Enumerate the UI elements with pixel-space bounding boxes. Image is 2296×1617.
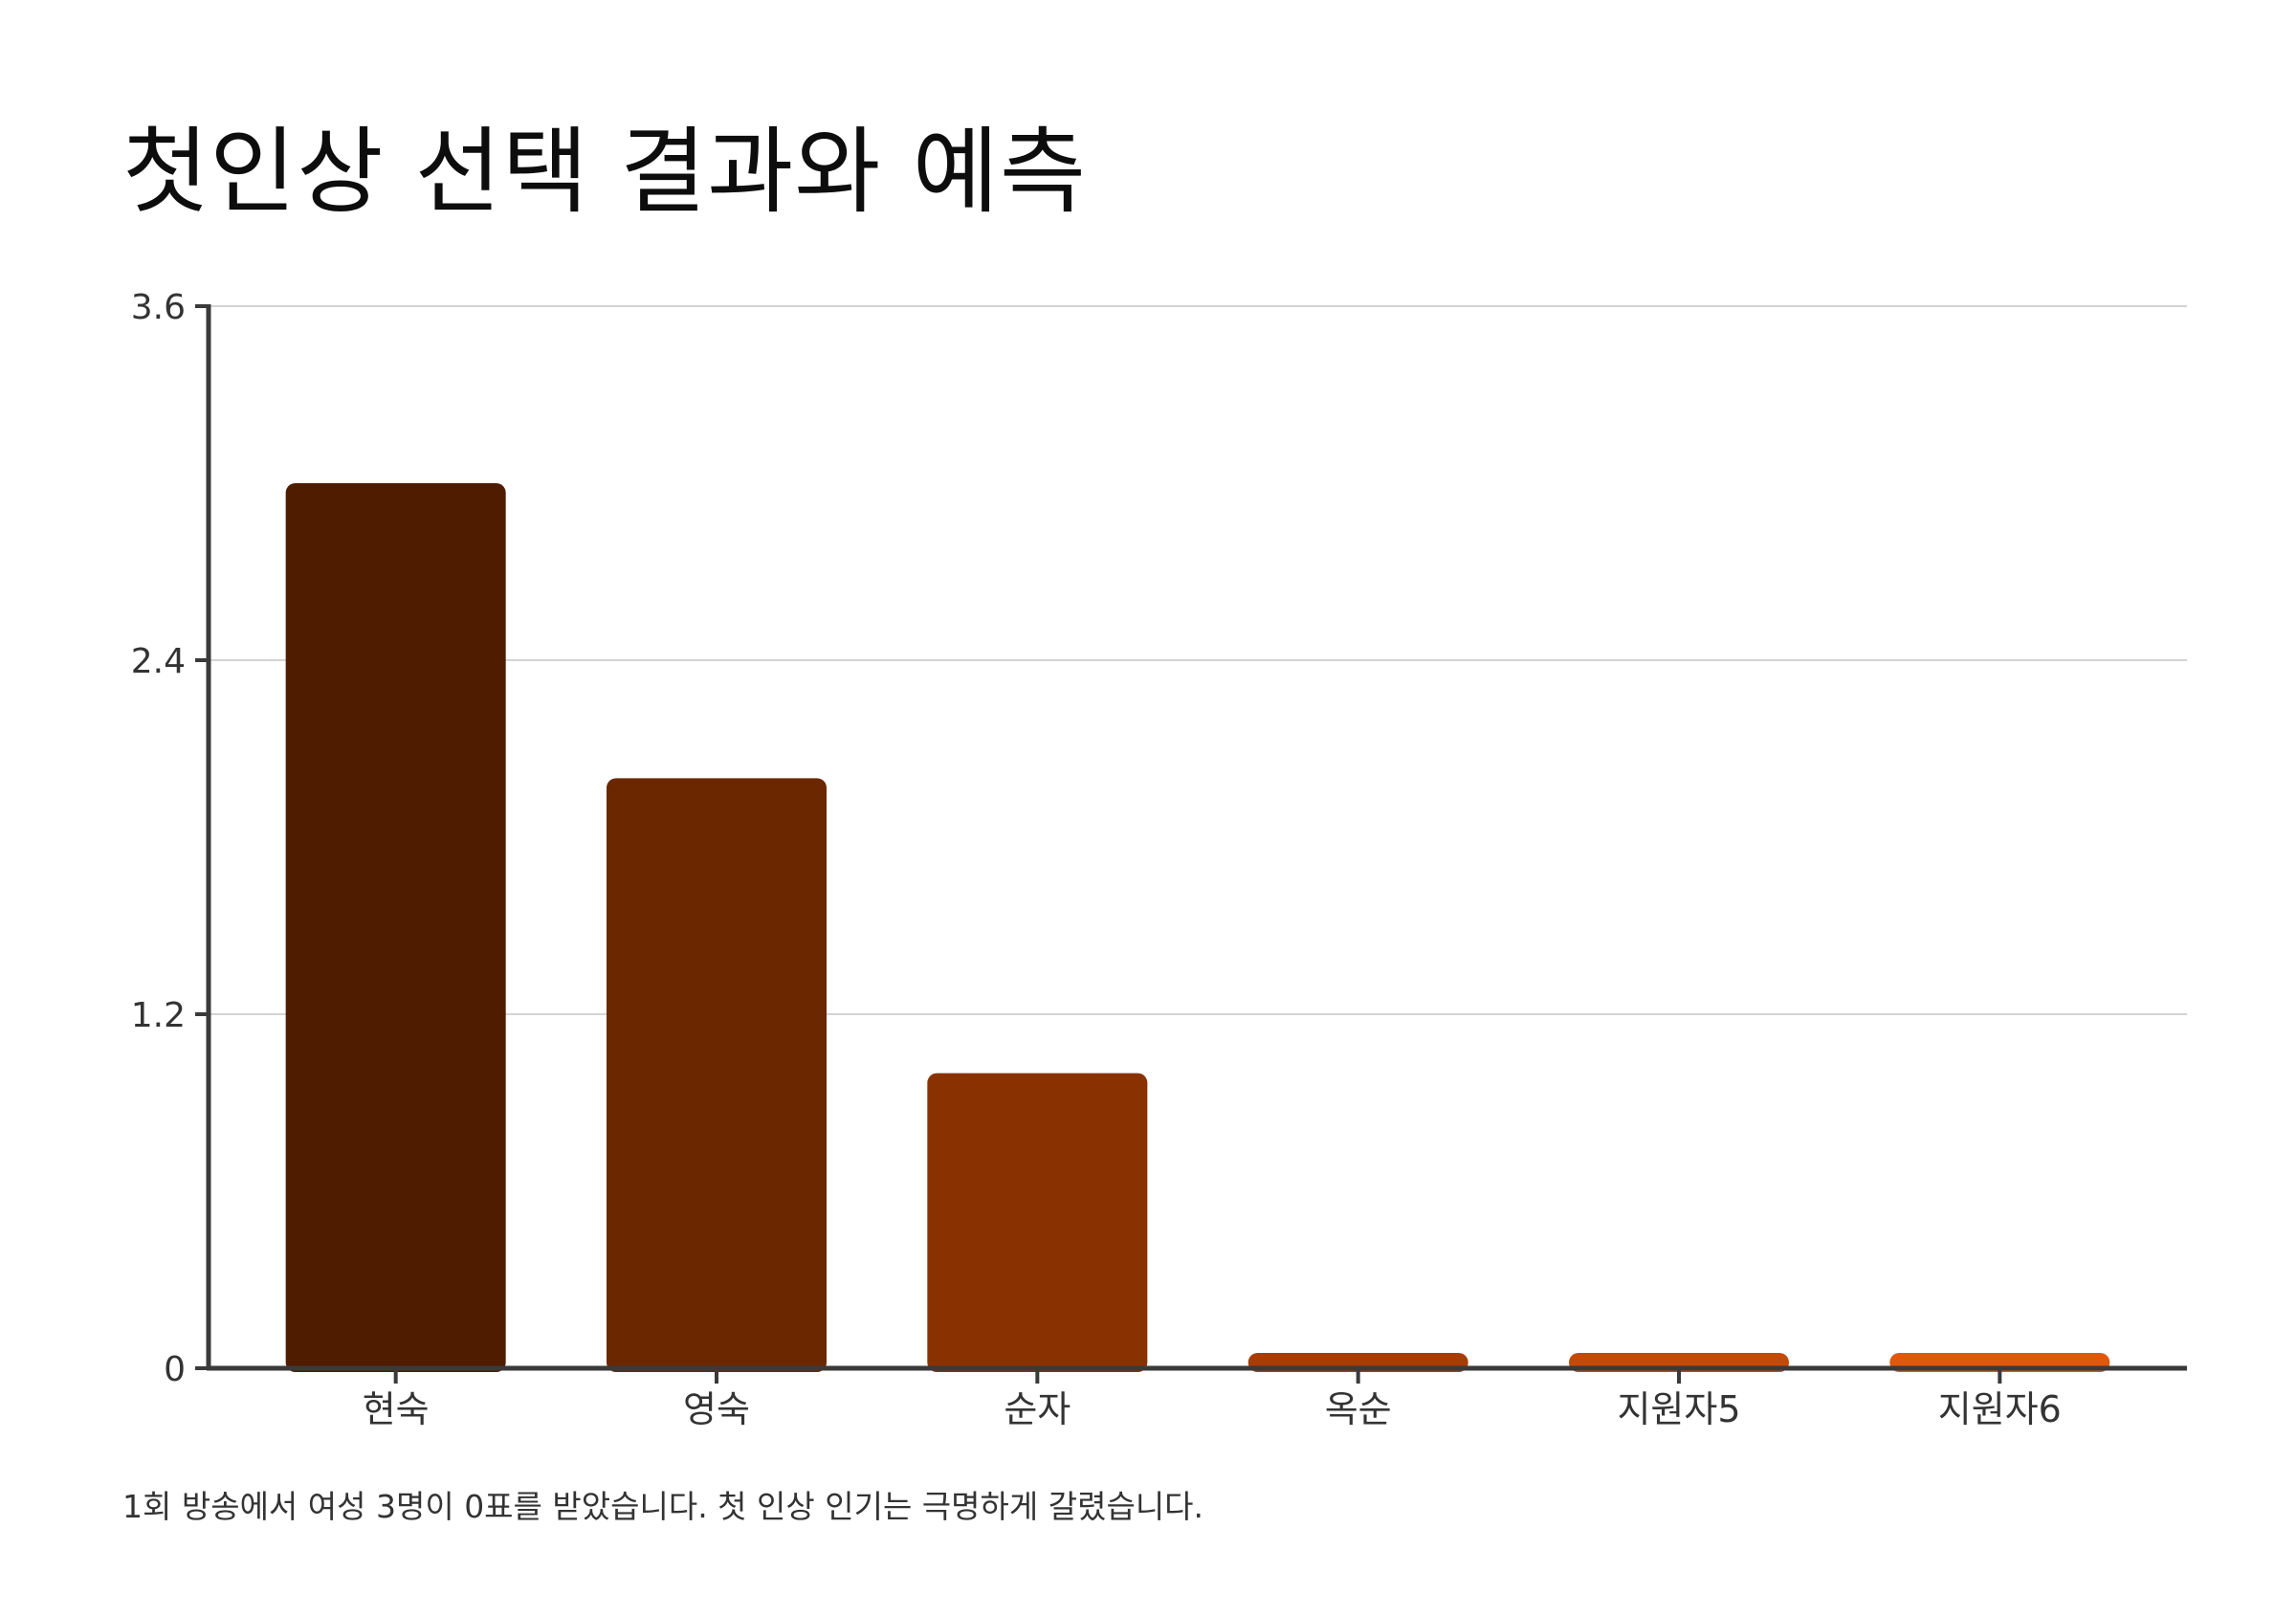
chart-title: 첫인상 선택 결과와 예측 [122, 118, 1088, 227]
y-ticks: 0 1.2 2.4 3.6 [131, 288, 209, 1389]
bar [285, 483, 506, 1372]
axes [206, 304, 2187, 1371]
bar [607, 778, 827, 1372]
bar [927, 1073, 1148, 1372]
chart-note: 1회 방송에서 여성 3명이 0표를 받았습니다. 첫 인상 인기는 극명하게 … [122, 1488, 1204, 1525]
y-tick-label: 2.4 [131, 642, 186, 681]
x-tick-label: 지원자5 [1617, 1388, 1740, 1430]
x-tick-label: 현숙 [363, 1388, 430, 1430]
y-tick-label: 0 [164, 1350, 186, 1389]
y-tick-label: 3.6 [131, 288, 186, 327]
gridlines [209, 305, 2187, 1015]
x-tick-label: 순자 [1004, 1388, 1071, 1430]
x-tick-label: 옥순 [1325, 1388, 1392, 1430]
x-ticks: 현숙 영숙 순자 옥순 지원자5 지원자6 [363, 1368, 2062, 1430]
y-tick-label: 1.2 [131, 996, 186, 1035]
x-tick-label: 지원자6 [1938, 1388, 2062, 1430]
x-tick-label: 영숙 [683, 1388, 750, 1430]
bars [285, 483, 2110, 1372]
